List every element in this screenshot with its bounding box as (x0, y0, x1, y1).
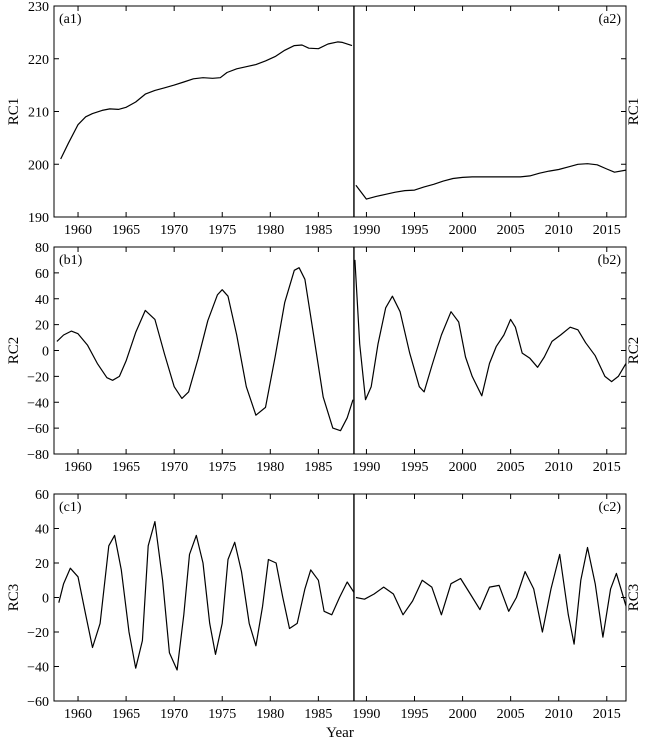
rc1-y-tick-label: 220 (28, 53, 49, 68)
rc1-y-tick-label: 210 (28, 106, 49, 121)
panel-rc1: 190 200 210 220 230 1960 1965 1970 1975 1980 1985 1… (6, 0, 642, 238)
rc2-plot-frame (53, 246, 627, 455)
rc2-y-tick-label: 20 (35, 319, 49, 334)
rc1-x-tick-label: 2000 (449, 223, 477, 238)
rc2-x-tick-label: 1970 (160, 460, 188, 475)
rc2-x-tick-label: 1960 (64, 460, 92, 475)
rc3-x-tick-label: 1990 (352, 707, 380, 722)
rc3-y-tick-label: 60 (35, 488, 49, 503)
rc2-x-tick-label: 1995 (401, 460, 429, 475)
rc2-y-tick-label: 40 (35, 293, 49, 308)
rc3-y-axis-title: RC3 (6, 584, 22, 612)
rc2-y-tick-label: 0 (42, 345, 49, 360)
rc3-x-tick-label: 1995 (401, 707, 429, 722)
rc1-right-series-line (355, 163, 627, 200)
rc3-x-tick-label: 1965 (112, 707, 140, 722)
rc3-y-tick-label: 0 (42, 592, 49, 607)
rc2-left-panel-label: (b1) (59, 253, 83, 268)
rc1-y-tick-label: 230 (28, 0, 49, 15)
rc1-right-y-axis-title: RC1 (626, 98, 642, 126)
rc1-x-tick-label: 2010 (545, 223, 573, 238)
rc1-x-tick-label: 1985 (304, 223, 332, 238)
rc2-y-axis-title: RC2 (6, 337, 22, 365)
rc2-right-series-line (354, 259, 627, 401)
panel-rc2: −80 −60 −40 −20 0 20 40 60 80 1960 1965 1970 1975 198… (6, 241, 642, 475)
rc1-x-tick-label: 1995 (401, 223, 429, 238)
rc3-left-series-line (58, 521, 355, 671)
rc3-y-tick-label: 20 (35, 557, 49, 572)
rc3-x-tick-label: 1970 (160, 707, 188, 722)
rc3-right-y-axis-title: RC3 (626, 584, 642, 612)
rc3-y-tick-label: −20 (27, 626, 49, 641)
rc1-x-tick-label: 1960 (64, 223, 92, 238)
rc3-x-tick-label: 1960 (64, 707, 92, 722)
rc1-y-axis-title: RC1 (6, 98, 22, 126)
rc3-x-tick-label: 2015 (593, 707, 621, 722)
rc2-x-tick-label: 1985 (304, 460, 332, 475)
panel-rc3: −60 −40 −20 0 20 40 60 1960 1965 1970 1975 1980 1985… (6, 488, 642, 722)
rc2-x-tick-label: 1980 (256, 460, 284, 475)
rc2-right-panel-label: (b2) (598, 253, 622, 268)
rc2-y-tick-label: 80 (35, 241, 49, 256)
rc1-y-tick-label: 190 (28, 211, 49, 226)
rc3-x-tick-label: 1980 (256, 707, 284, 722)
rc3-y-tick-label: −40 (27, 661, 49, 676)
rc2-x-tick-label: 2000 (449, 460, 477, 475)
rc1-right-panel-label: (a2) (598, 12, 621, 27)
rc2-right-y-axis-title: RC2 (626, 337, 642, 365)
rc2-y-tick-label: −40 (27, 396, 49, 411)
rc1-x-tick-label: 2005 (497, 223, 525, 238)
rc2-x-tick-label: 1965 (112, 460, 140, 475)
rc3-x-tick-label: 1975 (208, 707, 236, 722)
rc1-x-tick-label: 1980 (256, 223, 284, 238)
rc1-x-tick-label: 2015 (593, 223, 621, 238)
rc1-x-tick-label: 1970 (160, 223, 188, 238)
rc3-y-tick-label: −60 (27, 695, 49, 710)
rc1-plot-frame (53, 5, 627, 218)
rc1-left-series-line (60, 41, 353, 160)
rc3-left-panel-label: (c1) (59, 500, 82, 515)
rc1-y-tick-label: 200 (28, 158, 49, 173)
rc2-x-tick-label: 2015 (593, 460, 621, 475)
rc1-left-panel-label: (a1) (59, 12, 82, 27)
rc1-x-tick-label: 1975 (208, 223, 236, 238)
rc3-x-tick-label: 2000 (449, 707, 477, 722)
rc2-left-series-line (56, 267, 354, 432)
rc3-x-tick-label: 1985 (304, 707, 332, 722)
rc2-y-tick-label: −20 (27, 370, 49, 385)
rc3-x-tick-label: 2010 (545, 707, 573, 722)
rc1-x-tick-label: 1965 (112, 223, 140, 238)
rc2-x-tick-label: 1990 (352, 460, 380, 475)
x-axis-title: Year (326, 725, 354, 741)
rc2-x-tick-label: 2010 (545, 460, 573, 475)
rc2-y-tick-label: −80 (27, 448, 49, 463)
rc3-x-tick-label: 2005 (497, 707, 525, 722)
rc2-x-tick-label: 1975 (208, 460, 236, 475)
rc2-y-tick-label: 60 (35, 267, 49, 282)
rc1-x-tick-label: 1990 (352, 223, 380, 238)
rc2-x-tick-label: 2005 (497, 460, 525, 475)
rc3-y-tick-label: 40 (35, 523, 49, 538)
rc2-y-tick-label: −60 (27, 422, 49, 437)
rc3-right-panel-label: (c2) (598, 500, 621, 515)
rc3-right-series-line (355, 546, 627, 645)
